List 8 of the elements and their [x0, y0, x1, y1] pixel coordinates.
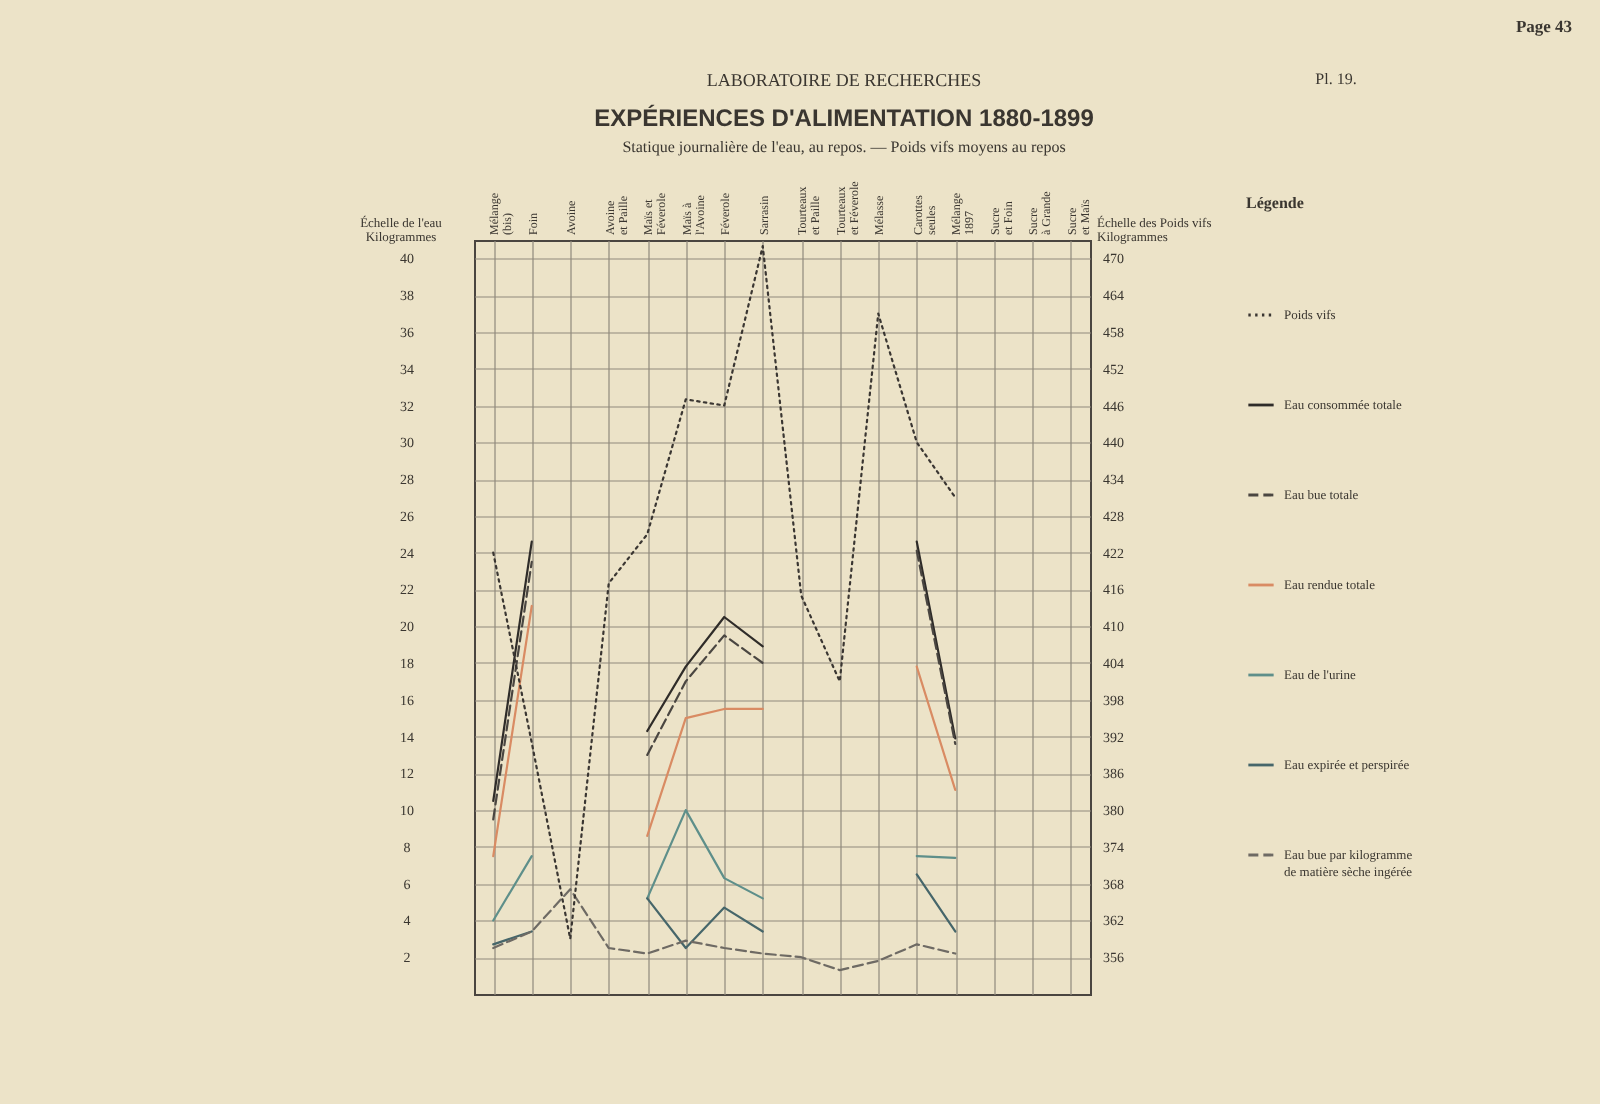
text: LABORATOIRE DE RECHERCHES [706, 70, 982, 90]
text: Page 43 [1515, 16, 1573, 36]
line-series [492, 888, 957, 972]
chart-title: EXPÉRIENCES D'ALIMENTATION 1880-1899 [594, 104, 1095, 132]
legend-title: Légende [1246, 194, 1305, 212]
chart-subtitle: Statique journalière de l'eau, au repos. — Poids vifs moyens au repos [622, 138, 1066, 156]
text: Pl. 19. [1315, 70, 1357, 88]
line-series [492, 245, 957, 940]
